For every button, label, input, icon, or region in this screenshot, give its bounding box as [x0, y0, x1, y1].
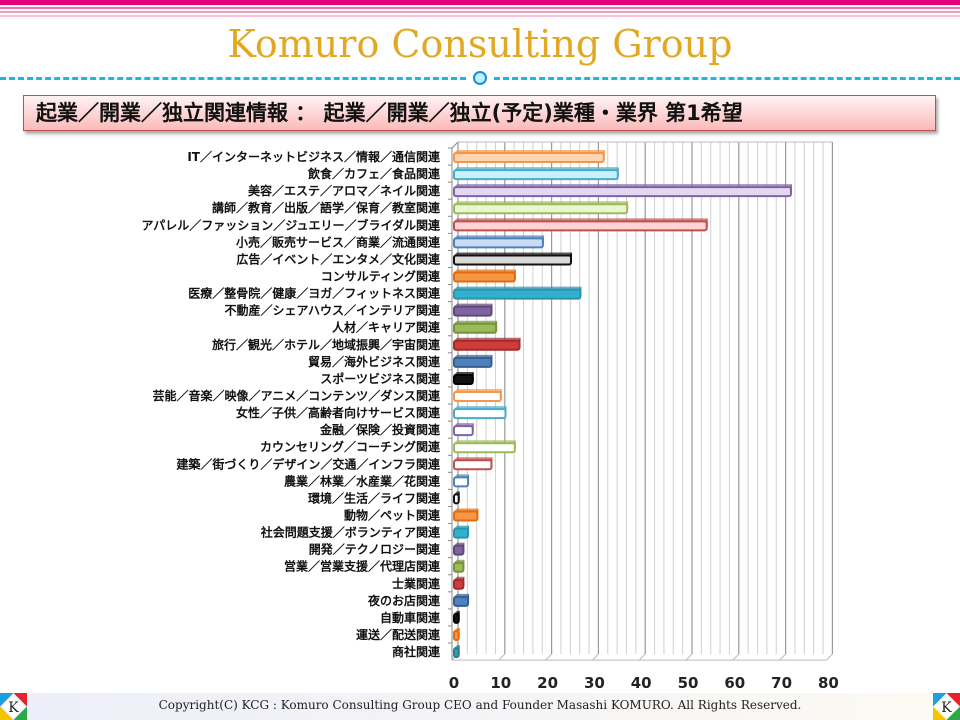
gridline-floor — [826, 653, 833, 661]
bar — [453, 612, 460, 624]
bar — [453, 459, 493, 471]
category-label: 旅行／観光／ホテル／地域振興／宇宙関連 — [212, 337, 441, 352]
bar — [453, 408, 507, 420]
category-label: 建築／街づくり／デザイン／交通／インフラ関連 — [175, 456, 441, 471]
category-label: コンサルティング関連 — [321, 269, 441, 284]
category-label: IT／インターネットビジネス／情報／通信関連 — [187, 149, 441, 164]
bar — [453, 476, 470, 488]
bar-chart: IT／インターネットビジネス／情報／通信関連飲食／カフェ／食品関連美容／エステ／… — [142, 141, 839, 692]
gridline-floor — [592, 653, 599, 661]
category-label: 士業関連 — [392, 576, 441, 591]
copyright-text: Copyright(C) KCG : Komuro Consulting Gro… — [158, 698, 802, 712]
category-label: 夜のお店関連 — [367, 593, 441, 608]
bar — [453, 544, 465, 556]
top-stripe-1 — [0, 0, 960, 5]
bar — [453, 169, 619, 181]
category-label: 農業／林業／水産業／花関連 — [284, 473, 441, 488]
bar — [453, 442, 516, 454]
category-label: 商社関連 — [392, 644, 441, 659]
category-label: 広告／イベント／エンタメ／文化関連 — [236, 251, 441, 266]
gridline-floor — [732, 653, 740, 661]
divider-left — [0, 77, 466, 80]
x-tick-label: 20 — [537, 674, 558, 692]
top-stripe-3 — [0, 11, 960, 13]
bar — [453, 220, 708, 232]
bar — [453, 629, 460, 641]
category-label: 自動車関連 — [380, 610, 441, 625]
category-label: 芸能／音楽／映像／アニメ／コンテンツ／ダンス関連 — [152, 388, 441, 403]
category-label: 営業／営業支援／代理店関連 — [284, 559, 441, 574]
category-label: 金融／保険／投資関連 — [319, 422, 441, 437]
slide-subtitle: 起業／開業／独立関連情報 ： 起業／開業／独立(予定)業種・業界 第1希望 — [23, 95, 936, 131]
category-label: 動物／ペット関連 — [344, 508, 441, 523]
category-label: カウンセリング／コーチング関連 — [260, 439, 441, 454]
x-tick-label: 30 — [584, 674, 605, 692]
bar — [453, 425, 474, 437]
bar — [453, 305, 493, 317]
bar — [453, 203, 629, 215]
category-label: 飲食／カフェ／食品関連 — [307, 166, 441, 181]
company-title: Komuro Consulting Group — [227, 22, 733, 66]
x-tick-label: 80 — [818, 674, 839, 692]
category-label: 運送／配送関連 — [356, 627, 441, 642]
bar — [453, 391, 502, 403]
bar — [453, 254, 572, 266]
bar — [453, 356, 493, 368]
bar — [453, 322, 498, 334]
kcg-logo-right-icon: K — [933, 693, 960, 720]
top-stripe-4 — [0, 15, 960, 17]
category-label: 不動産／シェアハウス／インテリア関連 — [224, 303, 441, 318]
bar — [453, 186, 792, 198]
kcg-logo-left-icon: K — [0, 693, 27, 720]
gridline-floor — [638, 653, 646, 661]
category-label: 社会問題支援／ボランティア関連 — [260, 525, 441, 540]
category-label: 女性／子供／高齢者向けサービス関連 — [236, 405, 441, 420]
divider-ornament-icon — [473, 71, 487, 85]
bar — [453, 527, 470, 539]
x-tick-label: 70 — [771, 674, 792, 692]
bar — [453, 288, 582, 300]
category-label: 医療／整骨院／健康／ヨガ／フィットネス関連 — [188, 286, 441, 301]
x-tick-label: 10 — [490, 674, 511, 692]
x-tick-label: 40 — [631, 674, 652, 692]
gridline-floor — [685, 653, 693, 661]
x-tick-label: 50 — [678, 674, 699, 692]
bar — [453, 271, 516, 283]
x-tick-label: 0 — [449, 674, 459, 692]
gridline-floor — [498, 653, 506, 661]
bar — [453, 493, 460, 505]
top-stripe-2 — [0, 7, 960, 9]
bar — [453, 595, 470, 607]
bar — [453, 152, 605, 164]
svg-text:K: K — [941, 700, 952, 716]
category-label: 貿易／海外ビジネス関連 — [308, 354, 441, 369]
category-label: スポーツビジネス関連 — [320, 371, 441, 386]
category-label: 人材／キャリア関連 — [332, 320, 441, 335]
bar — [453, 561, 465, 573]
bar — [453, 237, 544, 249]
gridline-floor — [545, 653, 552, 661]
x-tick-label: 60 — [724, 674, 745, 692]
bar — [453, 578, 465, 590]
divider-right — [494, 77, 960, 80]
bar — [453, 373, 474, 385]
category-label: 環境／生活／ライフ関連 — [308, 490, 441, 505]
y-axis-depth — [451, 141, 459, 149]
bar — [453, 510, 479, 522]
svg-text:K: K — [8, 700, 19, 716]
category-label: 講師／教育／出版／語学／保育／教室関連 — [212, 200, 441, 215]
bar — [453, 647, 460, 659]
footer: Copyright(C) KCG : Komuro Consulting Gro… — [0, 693, 960, 720]
gridline-floor — [779, 653, 786, 661]
category-label: アパレル／ファッション／ジュエリー／ブライダル関連 — [142, 217, 441, 232]
category-label: 美容／エステ／アロマ／ネイル関連 — [248, 183, 441, 198]
category-label: 小売／販売サービス／商業／流通関連 — [236, 234, 441, 249]
bar — [453, 339, 521, 351]
category-label: 開発／テクノロジー関連 — [309, 542, 441, 557]
